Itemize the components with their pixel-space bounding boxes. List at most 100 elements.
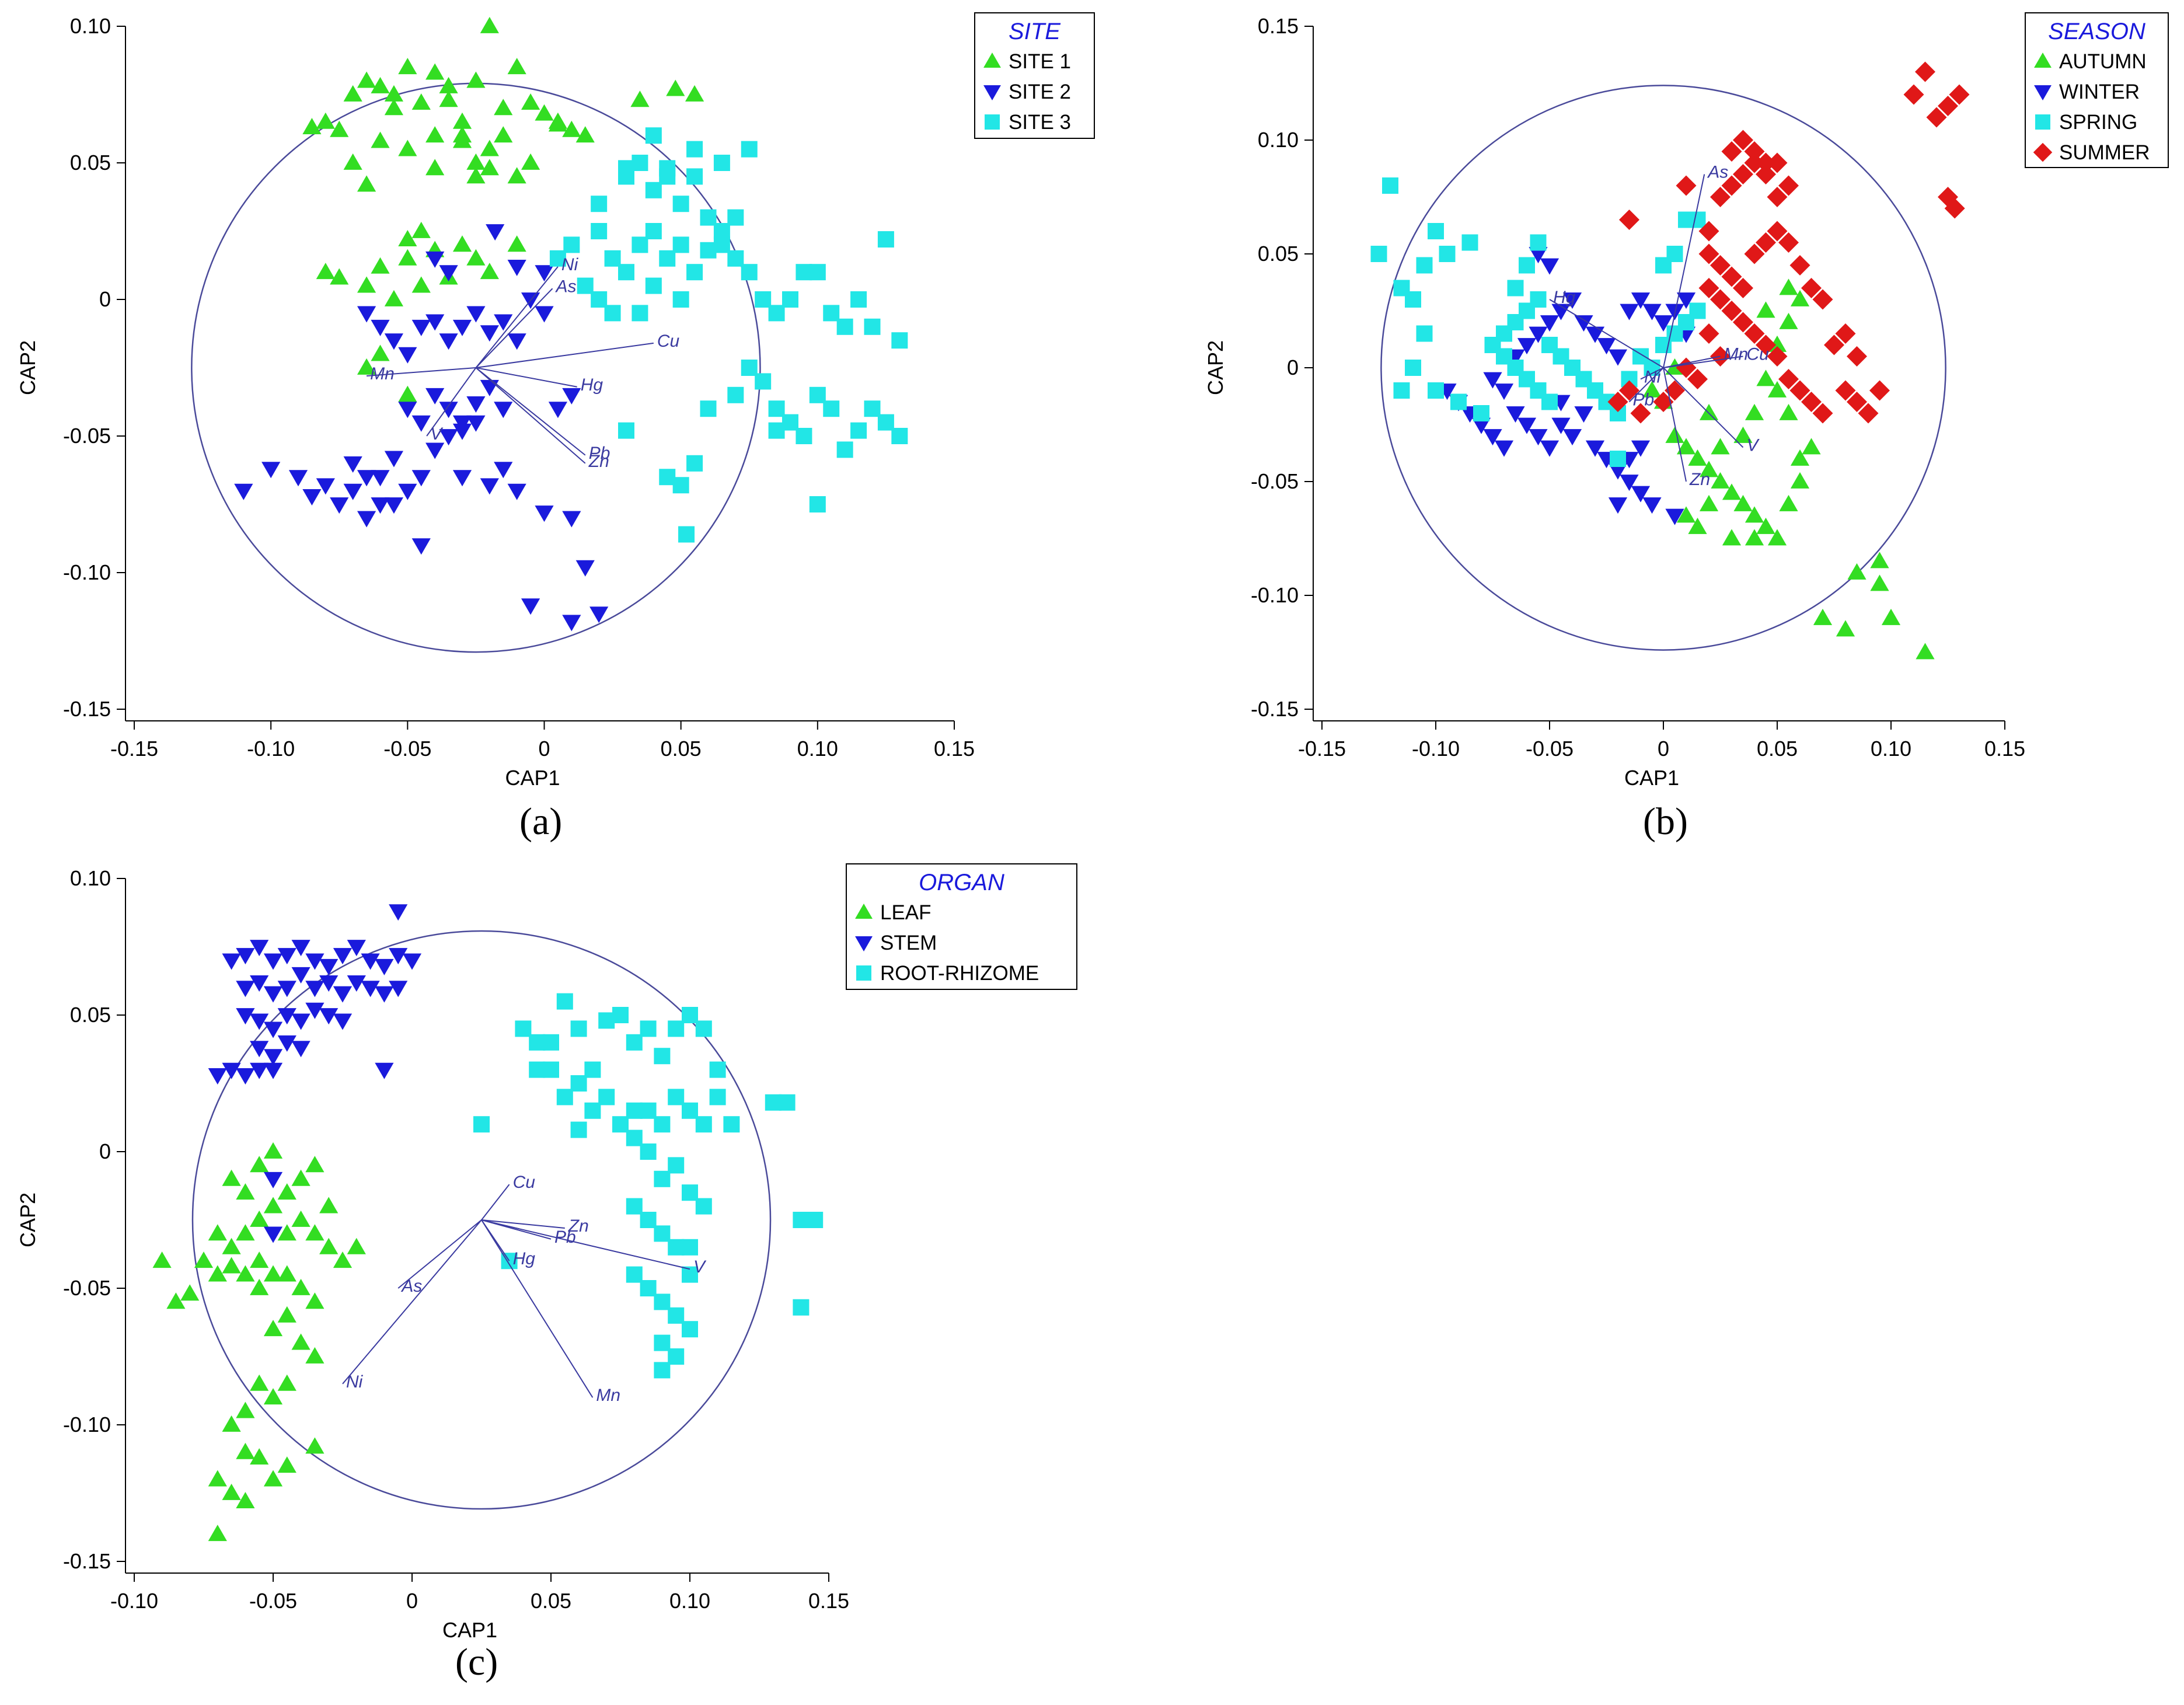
data-point xyxy=(543,1061,559,1078)
data-point xyxy=(507,333,526,350)
data-point xyxy=(305,1292,325,1309)
data-point xyxy=(695,1020,712,1037)
data-point xyxy=(584,1102,601,1119)
data-point xyxy=(1551,304,1571,320)
y-axis-label: CAP2 xyxy=(16,340,40,395)
vector-label: Pb xyxy=(1633,390,1655,410)
data-point xyxy=(439,402,458,419)
legend: SITE SITE 1 SITE 2 SITE 3 xyxy=(974,12,1095,139)
legend-label: LEAF xyxy=(880,901,931,924)
legend-label: WINTER xyxy=(2059,81,2140,103)
vector-line xyxy=(397,1219,482,1289)
data-point xyxy=(1756,164,1776,184)
data-point xyxy=(291,940,310,957)
data-point xyxy=(389,904,408,921)
data-point xyxy=(1778,175,1799,196)
vector-line xyxy=(475,266,559,368)
data-point xyxy=(604,250,621,267)
data-point xyxy=(618,264,634,281)
data-point xyxy=(291,1210,310,1227)
data-point xyxy=(1416,325,1433,342)
data-point xyxy=(316,478,335,495)
data-point xyxy=(375,986,394,1003)
data-point xyxy=(411,221,431,238)
vector-line xyxy=(1628,367,1664,403)
data-point xyxy=(1926,107,1947,128)
data-point xyxy=(411,470,431,487)
data-point xyxy=(645,223,662,239)
data-point xyxy=(466,306,486,323)
data-point xyxy=(1473,405,1489,421)
data-point xyxy=(1562,429,1582,446)
data-point xyxy=(398,249,417,266)
data-point xyxy=(291,1278,310,1295)
data-point xyxy=(1529,429,1548,446)
data-point xyxy=(672,236,689,253)
data-point xyxy=(700,400,717,417)
data-point xyxy=(494,126,513,143)
vector-label: V xyxy=(430,424,444,444)
data-point xyxy=(1733,426,1753,443)
data-point xyxy=(466,249,486,266)
data-point xyxy=(535,104,554,121)
y-tick-label: -0.05 xyxy=(63,424,111,448)
vector-label: Mn xyxy=(596,1386,620,1405)
data-point xyxy=(809,264,826,281)
data-point xyxy=(713,155,730,171)
data-point xyxy=(549,250,566,267)
data-point xyxy=(612,1007,629,1023)
data-point xyxy=(1870,552,1889,569)
data-point xyxy=(371,131,390,148)
data-point xyxy=(1711,438,1730,455)
legend-label: SITE 3 xyxy=(1009,111,1071,134)
data-point xyxy=(709,1061,726,1078)
data-point xyxy=(741,141,758,158)
y-axis-label: CAP2 xyxy=(16,1193,40,1247)
data-point xyxy=(347,1237,366,1254)
data-point xyxy=(1585,326,1605,343)
data-point xyxy=(319,958,339,975)
data-point xyxy=(1619,380,1639,401)
data-point xyxy=(1699,494,1719,511)
vector-line xyxy=(342,1219,482,1385)
data-point xyxy=(1711,472,1730,489)
data-point xyxy=(1529,247,1548,264)
data-point xyxy=(411,538,431,555)
vector-label: Mn xyxy=(1724,345,1749,364)
data-point xyxy=(389,981,408,998)
legend-marker xyxy=(2033,142,2053,162)
vector-label: Mn xyxy=(370,364,395,383)
data-point xyxy=(1483,429,1502,446)
data-point xyxy=(570,1121,587,1138)
data-point xyxy=(521,93,540,110)
data-point xyxy=(343,85,362,102)
data-point xyxy=(850,422,867,439)
data-point xyxy=(194,1251,214,1268)
data-point xyxy=(672,291,689,308)
data-point xyxy=(250,1251,269,1268)
vector-line xyxy=(1640,367,1664,380)
data-point xyxy=(1666,246,1683,262)
data-point xyxy=(659,469,676,486)
chart-panel-1: -0.15 -0.10 -0.05 0 0.05 0.10 0.15 -0.15 -0.10 -0… xyxy=(16,12,1095,790)
data-point xyxy=(236,1068,255,1085)
legend-label: SUMMER xyxy=(2059,141,2150,164)
data-point xyxy=(398,347,417,364)
vector-label: As xyxy=(1707,163,1728,182)
data-point xyxy=(700,209,717,226)
x-tick-label: -0.10 xyxy=(110,1589,158,1613)
vector-label: V xyxy=(693,1257,707,1277)
data-point xyxy=(809,386,826,403)
data-point xyxy=(1744,323,1765,344)
data-point xyxy=(208,1525,227,1542)
data-point xyxy=(1756,369,1775,386)
data-point xyxy=(1779,278,1798,295)
vector-line xyxy=(1663,367,1744,448)
data-point xyxy=(1608,497,1628,514)
data-point xyxy=(1517,338,1537,355)
data-point xyxy=(507,483,526,500)
data-point xyxy=(1721,141,1742,162)
data-point xyxy=(305,1224,325,1241)
data-point xyxy=(250,1156,269,1173)
